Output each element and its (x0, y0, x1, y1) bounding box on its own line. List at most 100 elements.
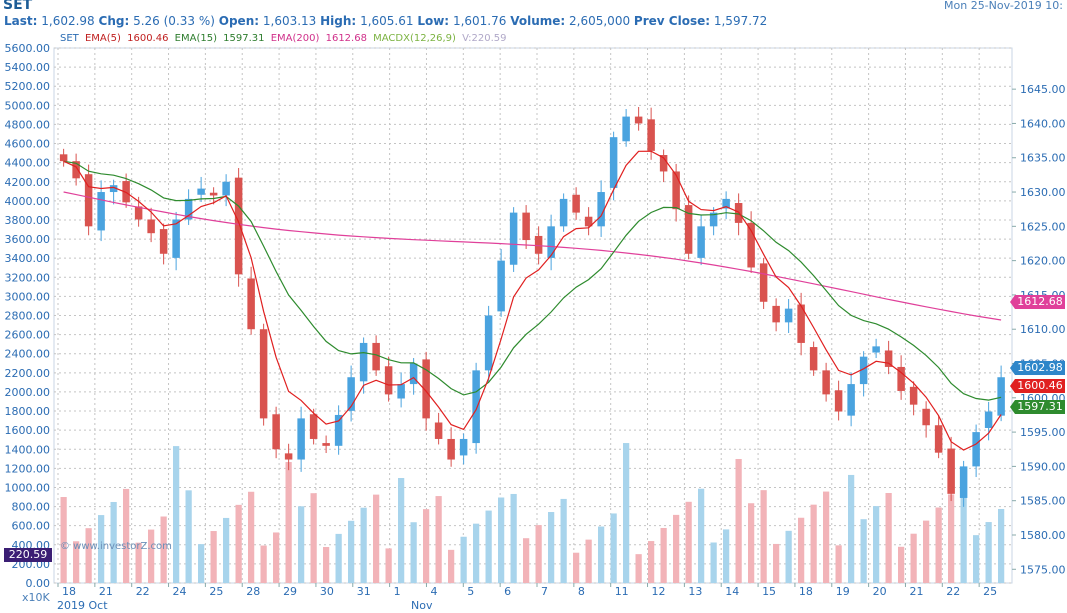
left-tick-label: 1800.00 (5, 405, 51, 418)
volume-bar (810, 504, 817, 583)
candle-body (209, 192, 218, 196)
volume-bar (210, 531, 217, 583)
right-tick-label: 1595.00 (1020, 426, 1066, 439)
volume-bar (648, 541, 655, 583)
legend-volume: V:220.59 (462, 33, 507, 44)
candle-body (672, 171, 680, 210)
candle-body (997, 377, 1005, 416)
last-value: 1,602.98 (41, 14, 95, 28)
day-tick-label: 29 (283, 585, 297, 598)
symbol-title: SET (3, 0, 33, 13)
volume-bar (410, 522, 417, 583)
candle-body (159, 229, 168, 254)
candle-body (259, 329, 268, 419)
volume-bar (423, 509, 430, 583)
volume-bar (460, 536, 467, 583)
volume-value-tag: 220.59 (4, 548, 52, 562)
left-tick-label: 4800.00 (5, 118, 51, 131)
left-tick-label: 2600.00 (5, 329, 51, 342)
day-tick-label: 31 (357, 585, 371, 598)
candle-body (622, 116, 630, 142)
day-tick-label: 1 (394, 585, 401, 598)
volume-bar (173, 446, 180, 583)
volume-bar (623, 443, 630, 583)
day-tick-label: 12 (652, 585, 666, 598)
left-tick-label: 600.00 (12, 520, 51, 533)
candle-body (147, 219, 155, 234)
left-tick-label: 2200.00 (5, 367, 51, 380)
left-tick-label: 2000.00 (5, 386, 51, 399)
ema5-line (63, 150, 1002, 451)
left-tick-label: 3400.00 (5, 252, 51, 265)
volume-bar (448, 549, 455, 583)
left-tick-label: 2400.00 (5, 348, 51, 361)
candle-body (384, 366, 393, 395)
candle-body (697, 226, 705, 258)
quote-info: Last: 1,602.98 Chg: 5.26 (0.33 %) Open: … (4, 14, 767, 28)
left-tick-label: 4400.00 (5, 157, 51, 170)
candle-body (822, 370, 830, 395)
volume-bar (760, 490, 767, 583)
candle-body (359, 342, 368, 382)
candle-body (797, 304, 805, 343)
candle-body (459, 438, 468, 456)
volume-bar (160, 516, 167, 583)
candle-body (434, 422, 443, 439)
high-label: High: (320, 14, 357, 28)
volume-bar (73, 541, 80, 583)
month-label-oct: 2019 Oct (57, 599, 108, 612)
candle-body (559, 198, 568, 227)
volume-bar (835, 545, 842, 583)
volume-bar (723, 529, 730, 583)
volume-bar (673, 514, 680, 583)
day-tick-label: 4 (430, 585, 437, 598)
datetime-label: Mon 25-Nov-2019 10: (944, 0, 1063, 12)
legend-ema200: EMA(200) (270, 33, 320, 44)
left-tick-label: 1200.00 (5, 462, 51, 475)
left-tick-label: 1400.00 (5, 443, 51, 456)
legend-ema5-value: 1600.46 (127, 33, 169, 44)
volume-bar (198, 544, 205, 583)
low-label: Low: (417, 14, 450, 28)
candle-body (659, 155, 668, 172)
volume-bar (298, 506, 305, 583)
candle-body (422, 359, 430, 419)
last-label: Last: (4, 14, 38, 28)
candle-body (634, 116, 643, 124)
candle-body (109, 185, 118, 193)
candle-body (84, 174, 93, 227)
candle-body (172, 219, 180, 258)
right-tick-label: 1640.00 (1020, 117, 1066, 130)
day-tick-label: 25 (209, 585, 223, 598)
volume-bar (785, 530, 792, 583)
volume-bar (498, 497, 505, 583)
volume-bar (273, 532, 280, 583)
day-tick-label: 8 (578, 585, 585, 598)
volume-bar (885, 493, 892, 583)
candle-body (884, 350, 893, 367)
candle-body (772, 305, 780, 323)
volume-bar (585, 539, 592, 583)
volume-bar (798, 517, 805, 583)
candle-body (397, 384, 405, 399)
candle-body (809, 347, 818, 371)
left-tick-label: 5600.00 (5, 42, 51, 55)
candle-body (272, 414, 280, 450)
right-tick-label: 1635.00 (1020, 152, 1066, 165)
day-tick-label: 7 (541, 585, 548, 598)
day-tick-label: 30 (320, 585, 334, 598)
candle-body (859, 356, 868, 385)
volume-bar (948, 494, 955, 583)
volume-bar (523, 538, 530, 583)
candle-body (922, 408, 930, 426)
volume-bar (710, 542, 717, 583)
candle-body (197, 188, 205, 195)
open-label: Open: (218, 14, 260, 28)
left-tick-label: 0.00 (26, 577, 51, 590)
candle-body (572, 194, 580, 213)
volume-bar (823, 491, 830, 583)
last-price-tag: 1602.98 (1010, 361, 1065, 375)
chg-label: Chg: (98, 14, 130, 28)
candle-body (759, 263, 768, 302)
